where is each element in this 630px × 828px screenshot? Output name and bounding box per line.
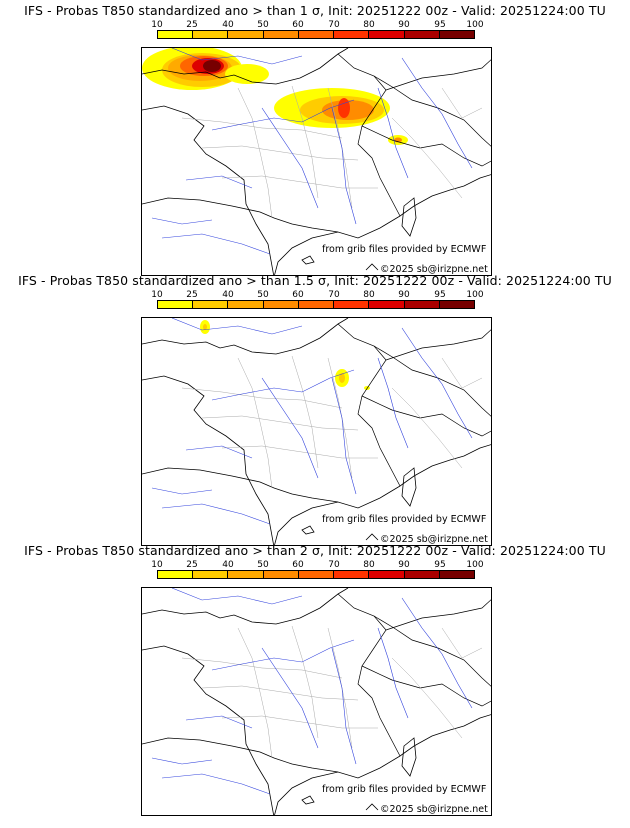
scale-tick-label: 70 (328, 20, 340, 30)
scale-tick-label: 40 (222, 20, 234, 30)
scale-tick-label: 90 (398, 20, 410, 30)
scale-tick-label: 40 (222, 290, 234, 300)
color-scale-bar (157, 300, 475, 309)
color-scale-labels: 10 25 40 50 60 70 80 90 95 100 (0, 290, 630, 300)
scale-swatch (193, 301, 229, 308)
color-scale-labels: 10 25 40 50 60 70 80 90 95 100 (0, 560, 630, 570)
scale-swatch (369, 31, 405, 38)
map-frame: from grib files provided by ECMWF ©2025 … (141, 587, 492, 816)
scale-swatch (298, 571, 335, 578)
scale-swatch (439, 571, 474, 578)
scale-swatch (404, 31, 440, 38)
scale-tick-label: 90 (398, 560, 410, 570)
scale-tick-label: 40 (222, 560, 234, 570)
scale-tick-label: 25 (186, 560, 198, 570)
color-scale-bar (157, 30, 475, 39)
scale-tick-label: 25 (186, 290, 198, 300)
grib-credit: from grib files provided by ECMWF (322, 244, 487, 255)
scale-swatch (439, 31, 474, 38)
scale-swatch (439, 301, 474, 308)
scale-tick-label: 90 (398, 290, 410, 300)
scale-tick-label: 10 (151, 20, 163, 30)
scale-swatch (334, 301, 370, 308)
scale-swatch (369, 301, 405, 308)
scale-tick-label: 70 (328, 560, 340, 570)
panel-title: IFS - Probas T850 standardized ano > tha… (24, 3, 606, 18)
scale-swatch (158, 301, 194, 308)
scale-tick-label: 60 (292, 560, 304, 570)
scale-tick-label: 70 (328, 290, 340, 300)
copyright-credit: ©2025 sb@irizpne.net (380, 534, 488, 545)
probability-shading (200, 320, 370, 390)
probability-map (142, 48, 491, 275)
copyright-credit: ©2025 sb@irizpne.net (380, 804, 488, 815)
map-frame: from grib files provided by ECMWF ©2025 … (141, 317, 492, 546)
scale-swatch (263, 571, 299, 578)
scale-swatch (369, 571, 405, 578)
scale-tick-label: 95 (434, 20, 446, 30)
color-scale-labels: 10 25 40 50 60 70 80 90 95 100 (0, 20, 630, 30)
scale-tick-label: 50 (257, 560, 269, 570)
scale-tick-label: 50 (257, 20, 269, 30)
scale-swatch (334, 571, 370, 578)
panel-title: IFS - Probas T850 standardized ano > tha… (18, 273, 612, 288)
scale-swatch (228, 571, 264, 578)
scale-tick-label: 100 (466, 20, 484, 30)
probability-shading (142, 48, 408, 145)
scale-swatch (193, 31, 229, 38)
scale-tick-label: 95 (434, 560, 446, 570)
scale-tick-label: 60 (292, 20, 304, 30)
scale-swatch (404, 301, 440, 308)
panel-3: IFS - Probas T850 standardized ano > tha… (0, 540, 630, 816)
scale-tick-label: 95 (434, 290, 446, 300)
scale-swatch (298, 301, 335, 308)
scale-swatch (263, 301, 299, 308)
scale-tick-label: 80 (363, 20, 375, 30)
scale-swatch (193, 571, 229, 578)
scale-tick-label: 100 (466, 560, 484, 570)
scale-tick-label: 50 (257, 290, 269, 300)
scale-tick-label: 80 (363, 290, 375, 300)
scale-tick-label: 25 (186, 20, 198, 30)
panel-2: IFS - Probas T850 standardized ano > tha… (0, 270, 630, 546)
map-frame: from grib files provided by ECMWF ©2025 … (141, 47, 492, 276)
scale-swatch (228, 301, 264, 308)
panel-title: IFS - Probas T850 standardized ano > tha… (24, 543, 606, 558)
scale-swatch (158, 571, 194, 578)
scale-tick-label: 10 (151, 290, 163, 300)
scale-swatch (158, 31, 194, 38)
scale-swatch (404, 571, 440, 578)
probability-map (142, 318, 491, 545)
scale-swatch (334, 31, 370, 38)
scale-tick-label: 80 (363, 560, 375, 570)
scale-swatch (298, 31, 335, 38)
probability-map (142, 588, 491, 815)
copyright-credit: ©2025 sb@irizpne.net (380, 264, 488, 275)
color-scale-bar (157, 570, 475, 579)
grib-credit: from grib files provided by ECMWF (322, 514, 487, 525)
scale-swatch (263, 31, 299, 38)
scale-swatch (228, 31, 264, 38)
scale-tick-label: 60 (292, 290, 304, 300)
panel-1: IFS - Probas T850 standardized ano > tha… (0, 0, 630, 276)
scale-tick-label: 10 (151, 560, 163, 570)
scale-tick-label: 100 (466, 290, 484, 300)
grib-credit: from grib files provided by ECMWF (322, 784, 487, 795)
